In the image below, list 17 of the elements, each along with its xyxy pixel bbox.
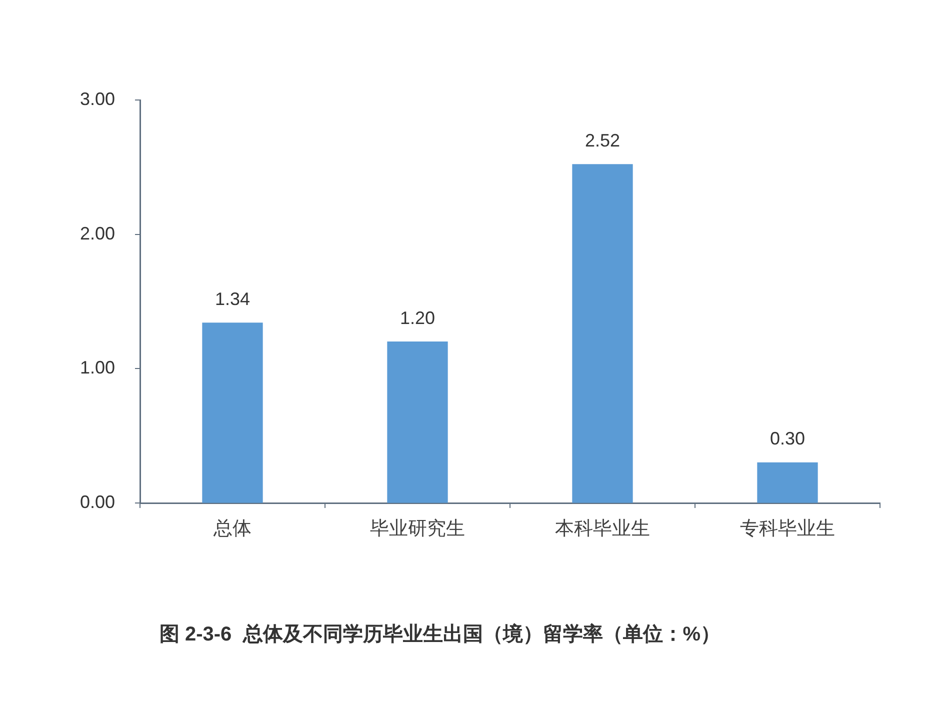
data-label: 1.20: [400, 308, 436, 328]
x-tick-label: 总体: [212, 518, 252, 540]
x-tick-label: 毕业研究生: [370, 518, 465, 540]
data-label: 1.34: [214, 288, 250, 309]
bar: [387, 341, 448, 503]
x-tick-label: 本科毕业生: [555, 518, 650, 540]
data-label: 0.30: [770, 428, 806, 449]
text: 图 2-3-6 总体及不同学历毕业生出国（境）留学率（单位：%）: [159, 622, 721, 646]
y-tick-label: 3.00: [80, 88, 115, 109]
bar: [572, 164, 633, 503]
data-label: 2.52: [584, 130, 620, 150]
y-tick-label: 1.00: [80, 358, 115, 378]
x-tick-label: 专科毕业生: [740, 518, 835, 540]
y-tick-label: 0.00: [80, 492, 115, 512]
bar: [202, 322, 263, 503]
bar: [757, 462, 818, 503]
y-tick-label: 2.00: [80, 223, 115, 244]
